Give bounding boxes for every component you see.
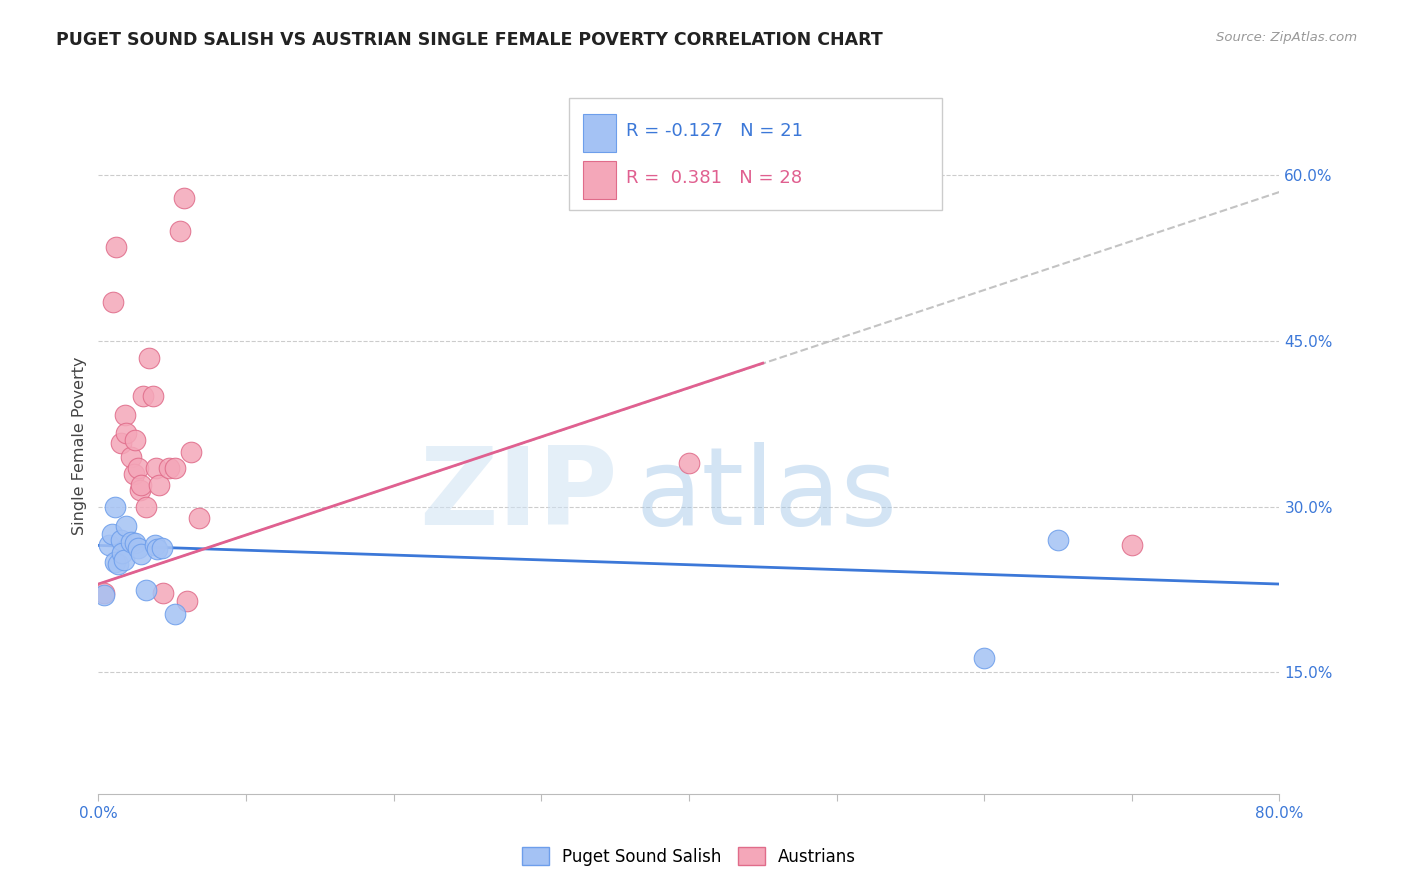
- Point: [1121, 538, 1143, 552]
- Point: [135, 582, 157, 597]
- Point: [143, 538, 166, 552]
- Point: [138, 351, 160, 365]
- Point: [165, 607, 187, 621]
- Point: [97, 538, 120, 552]
- Legend: Puget Sound Salish, Austrians: Puget Sound Salish, Austrians: [522, 847, 856, 865]
- Point: [173, 190, 195, 204]
- Text: R = -0.127   N = 21: R = -0.127 N = 21: [626, 122, 803, 140]
- Point: [129, 477, 152, 491]
- Point: [152, 586, 174, 600]
- Point: [678, 456, 700, 470]
- Point: [111, 546, 134, 560]
- Point: [165, 461, 187, 475]
- Point: [124, 434, 146, 448]
- Point: [122, 467, 145, 481]
- Text: ZIP: ZIP: [419, 442, 619, 548]
- Point: [120, 535, 142, 549]
- Point: [157, 461, 180, 475]
- Point: [187, 510, 209, 524]
- Point: [105, 240, 128, 254]
- Point: [142, 389, 165, 403]
- Text: R =  0.381   N = 28: R = 0.381 N = 28: [626, 169, 801, 187]
- Point: [93, 588, 115, 602]
- Text: Source: ZipAtlas.com: Source: ZipAtlas.com: [1216, 31, 1357, 45]
- Point: [148, 477, 170, 491]
- Point: [129, 547, 152, 561]
- Point: [112, 553, 135, 567]
- Point: [127, 541, 149, 555]
- Point: [127, 461, 149, 475]
- Text: PUGET SOUND SALISH VS AUSTRIAN SINGLE FEMALE POVERTY CORRELATION CHART: PUGET SOUND SALISH VS AUSTRIAN SINGLE FE…: [56, 31, 883, 49]
- Point: [150, 541, 173, 555]
- Point: [100, 527, 122, 541]
- Point: [145, 461, 167, 475]
- Point: [104, 500, 127, 514]
- Point: [146, 541, 169, 556]
- Point: [114, 408, 136, 422]
- Point: [115, 425, 138, 440]
- Point: [180, 444, 202, 458]
- Text: atlas: atlas: [636, 442, 898, 548]
- Point: [115, 518, 138, 533]
- Point: [120, 450, 142, 464]
- Point: [973, 651, 995, 665]
- Point: [176, 593, 198, 607]
- Point: [107, 557, 129, 571]
- Point: [103, 295, 125, 310]
- Point: [93, 586, 115, 600]
- Point: [124, 536, 146, 550]
- Point: [128, 483, 150, 498]
- Y-axis label: Single Female Poverty: Single Female Poverty: [72, 357, 87, 535]
- Point: [135, 500, 157, 514]
- Point: [104, 555, 127, 569]
- Point: [110, 435, 132, 450]
- Point: [169, 224, 191, 238]
- Point: [110, 533, 132, 547]
- Point: [132, 389, 155, 403]
- Point: [1046, 533, 1069, 547]
